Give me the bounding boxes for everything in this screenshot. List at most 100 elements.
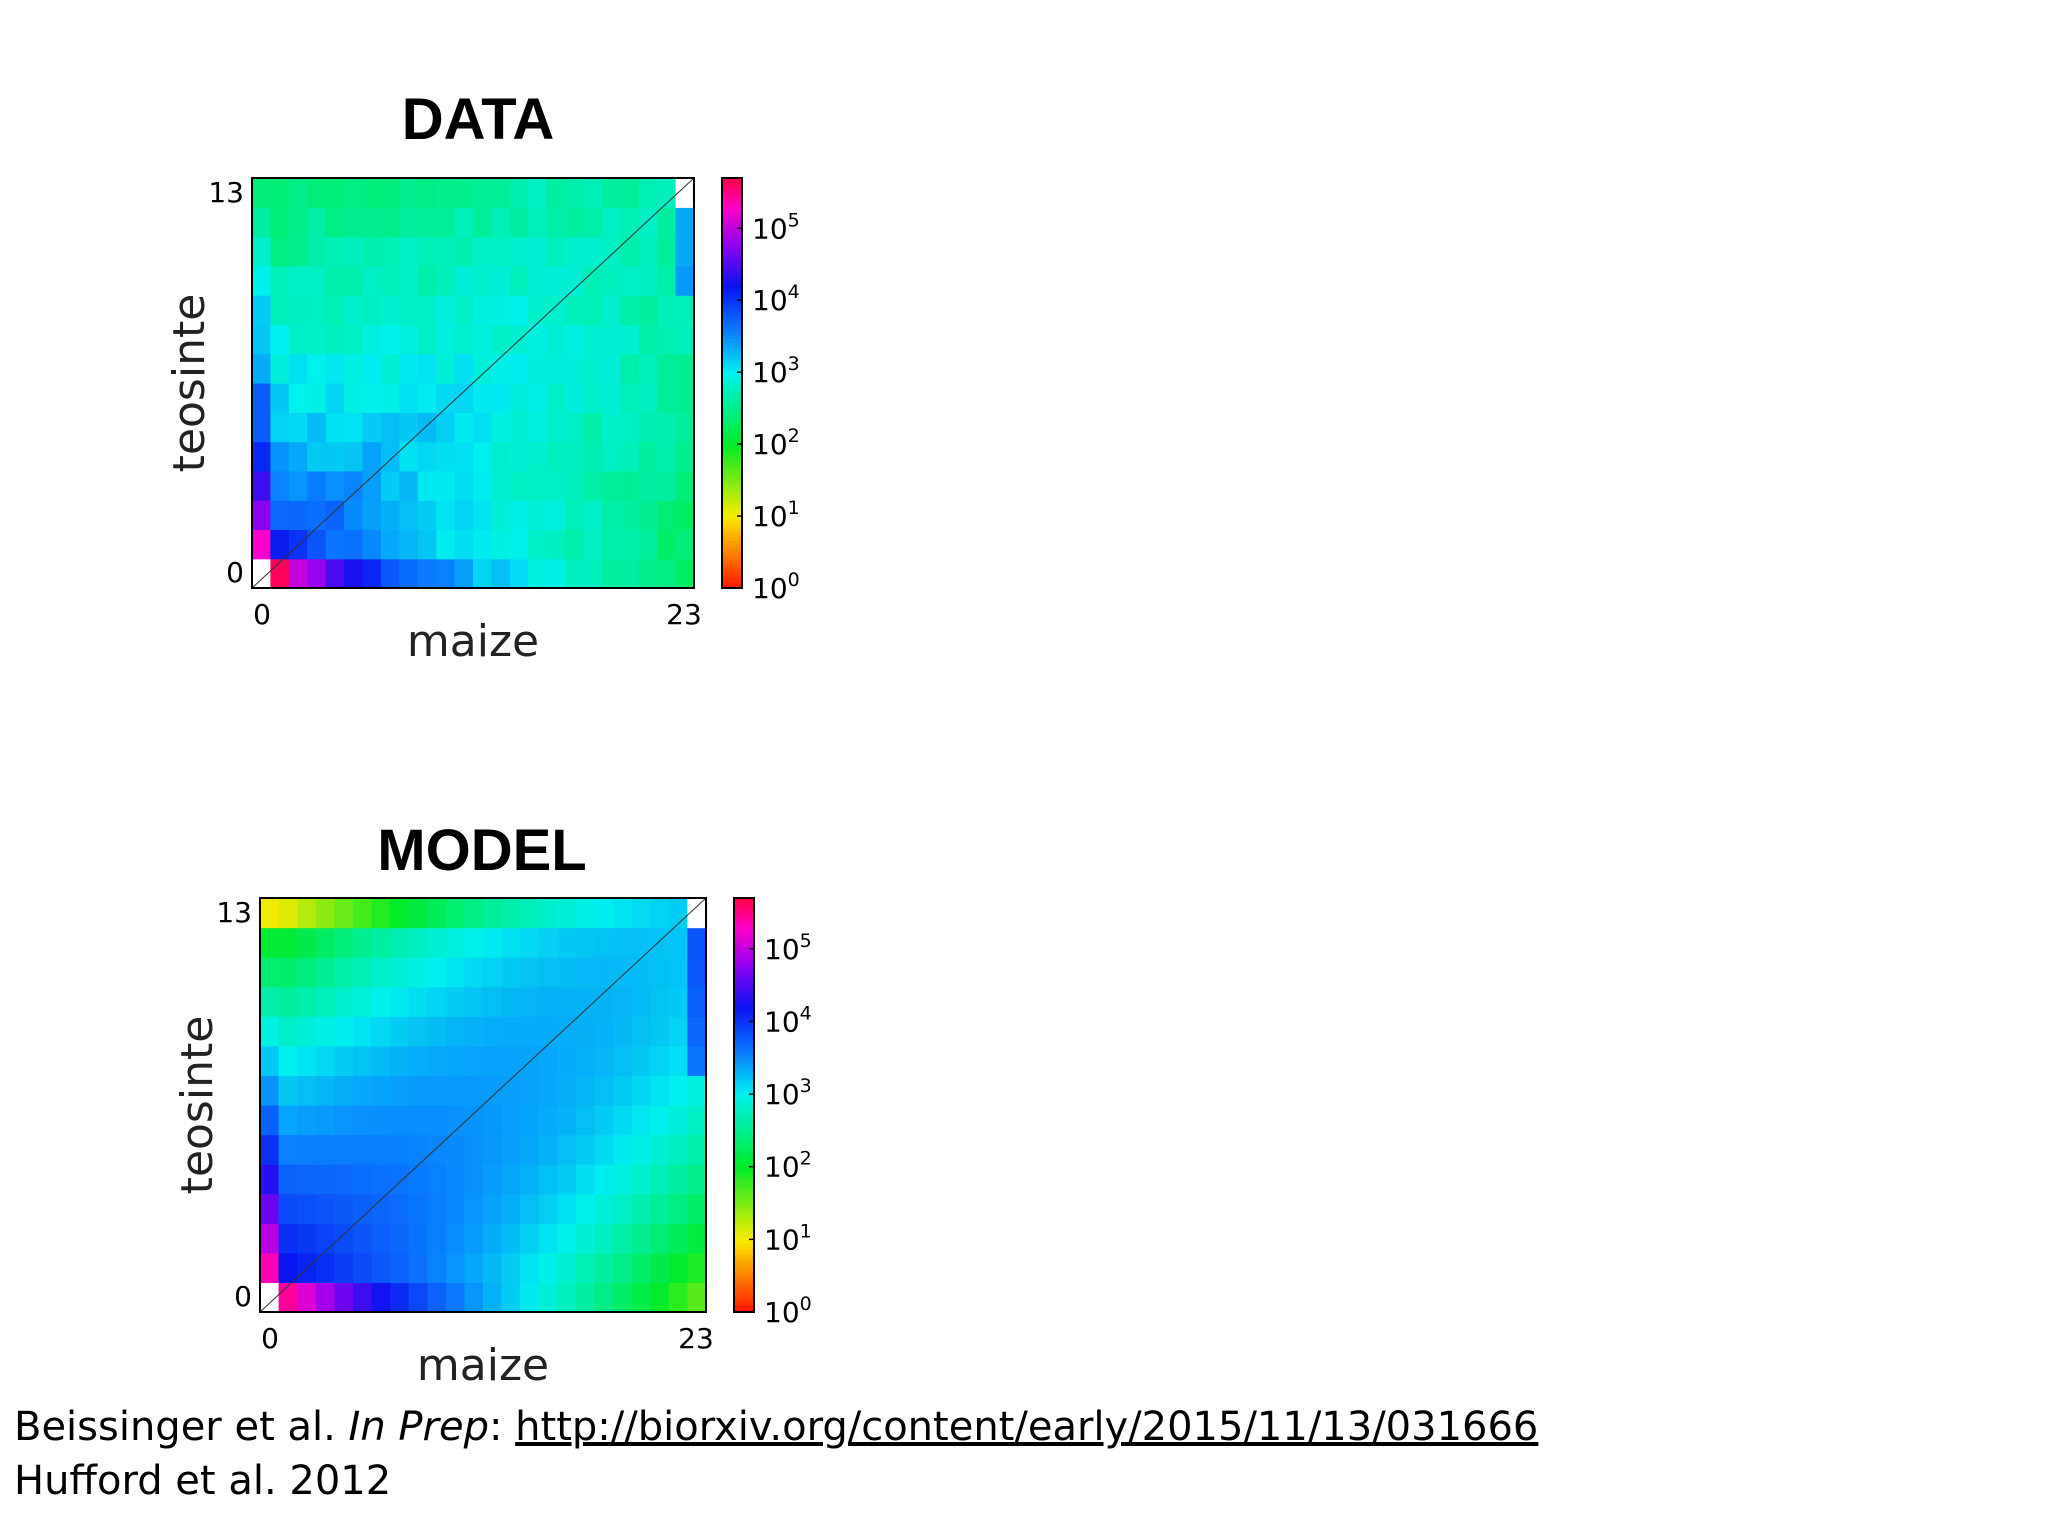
heatmap-cell xyxy=(362,236,382,267)
heatmap-cell xyxy=(483,1252,503,1284)
heatmap-cell xyxy=(334,898,354,929)
colorbar-segment xyxy=(722,212,742,217)
colorbar-segment xyxy=(734,1018,754,1023)
colorbar-segment xyxy=(734,1201,754,1206)
heatmap-cell xyxy=(344,207,364,238)
heatmap-cell xyxy=(546,500,566,531)
heatmap-cell xyxy=(583,353,603,384)
heatmap-cell xyxy=(408,1282,428,1313)
heatmap-cell xyxy=(390,898,410,929)
heatmap-cell xyxy=(325,412,345,443)
heatmap-cell xyxy=(464,1045,484,1077)
colorbar-segment xyxy=(734,1122,754,1127)
citation-link[interactable]: http://biorxiv.org/content/early/2015/11… xyxy=(515,1404,1539,1450)
heatmap-cell xyxy=(297,1134,317,1165)
heatmap-cell xyxy=(546,295,566,326)
model-panel-title: MODEL xyxy=(377,818,587,883)
heatmap-cell xyxy=(390,1016,410,1047)
heatmap-cell xyxy=(473,207,493,238)
heatmap-cell xyxy=(583,207,603,238)
heatmap-cell xyxy=(538,986,558,1017)
heatmap-cell xyxy=(675,383,695,413)
heatmap-cell xyxy=(362,470,382,501)
colorbar-segment xyxy=(734,1098,754,1103)
heatmap-cell xyxy=(464,1282,484,1313)
heatmap-cell xyxy=(260,1134,280,1165)
colorbar-segment xyxy=(722,406,742,412)
heatmap-cell xyxy=(436,265,456,296)
colorbar-segment xyxy=(722,253,742,258)
colorbar-segment xyxy=(722,338,742,343)
heatmap-cell xyxy=(687,1223,707,1254)
heatmap-cell xyxy=(491,500,511,531)
heatmap-cell xyxy=(427,1282,447,1313)
heatmap-cell xyxy=(380,353,400,384)
heatmap-cell xyxy=(278,1045,298,1077)
colorbar-segment xyxy=(734,946,754,951)
heatmap-cell xyxy=(371,1105,391,1136)
heatmap-cell xyxy=(417,529,437,560)
heatmap-cell xyxy=(344,558,364,589)
heatmap-cell xyxy=(601,529,621,560)
heatmap-cell xyxy=(675,558,695,589)
heatmap-cell xyxy=(427,1134,447,1165)
heatmap-cell xyxy=(675,500,695,531)
heatmap-cell xyxy=(575,957,596,988)
heatmap-cell xyxy=(445,1164,466,1195)
heatmap-cell xyxy=(491,412,511,443)
heatmap-cell xyxy=(297,898,317,929)
colorbar-segment xyxy=(734,1115,754,1120)
heatmap-cell xyxy=(687,1016,707,1047)
heatmap-cell xyxy=(260,1282,280,1313)
heatmap-cell xyxy=(436,558,456,589)
heatmap-cell xyxy=(594,1134,614,1165)
heatmap-cell xyxy=(583,383,603,413)
heatmap-cell xyxy=(631,1016,651,1047)
heatmap-cell xyxy=(483,1223,503,1254)
heatmap-cell xyxy=(454,324,474,355)
heatmap-cell xyxy=(252,236,272,267)
colorbar-segment xyxy=(734,915,754,920)
heatmap-cell xyxy=(380,558,400,589)
colorbar-tick-label: 103 xyxy=(752,353,800,389)
heatmap-cell xyxy=(445,1252,466,1284)
colorbar-segment xyxy=(734,1205,754,1210)
x-tick-label: 0 xyxy=(261,1322,279,1355)
heatmap-cell xyxy=(557,927,577,958)
colorbar-tick-label: 102 xyxy=(764,1148,812,1184)
heatmap-cell xyxy=(371,1045,391,1077)
colorbar-segment xyxy=(734,1191,754,1196)
heatmap-cell xyxy=(601,324,621,355)
heatmap-cell xyxy=(594,986,614,1017)
heatmap-cell xyxy=(344,500,364,531)
colorbar-segment xyxy=(734,1263,754,1268)
colorbar-segment xyxy=(722,451,742,456)
colorbar-segment xyxy=(722,229,742,234)
heatmap-cell xyxy=(352,927,373,958)
heatmap-cell xyxy=(473,529,493,560)
heatmap-cell xyxy=(352,1164,373,1195)
heatmap-cell xyxy=(334,927,354,958)
colorbar-segment xyxy=(734,929,754,934)
colorbar-segment xyxy=(722,536,742,541)
colorbar-segment xyxy=(722,191,742,196)
heatmap-cell xyxy=(575,1134,596,1165)
citation-authors: Beissinger et al. xyxy=(14,1404,349,1450)
colorbar-segment xyxy=(722,290,742,295)
heatmap-cell xyxy=(546,383,566,413)
heatmap-cell xyxy=(620,178,640,208)
heatmap-cell xyxy=(270,324,290,355)
heatmap-cell xyxy=(288,353,308,384)
heatmap-cell xyxy=(575,1252,596,1284)
colorbar-segment xyxy=(734,1070,754,1075)
heatmap-cell xyxy=(390,1193,410,1224)
heatmap-cell xyxy=(325,324,345,355)
colorbar-segment xyxy=(734,994,754,999)
citation-line-1: Beissinger et al. In Prep: http://biorxi… xyxy=(14,1404,1538,1450)
heatmap-cell xyxy=(408,1193,428,1224)
heatmap-cell xyxy=(668,1193,689,1224)
heatmap-cell xyxy=(288,412,308,443)
heatmap-cell xyxy=(501,1016,521,1047)
colorbar-segment xyxy=(722,184,742,190)
colorbar-segment xyxy=(722,550,742,555)
